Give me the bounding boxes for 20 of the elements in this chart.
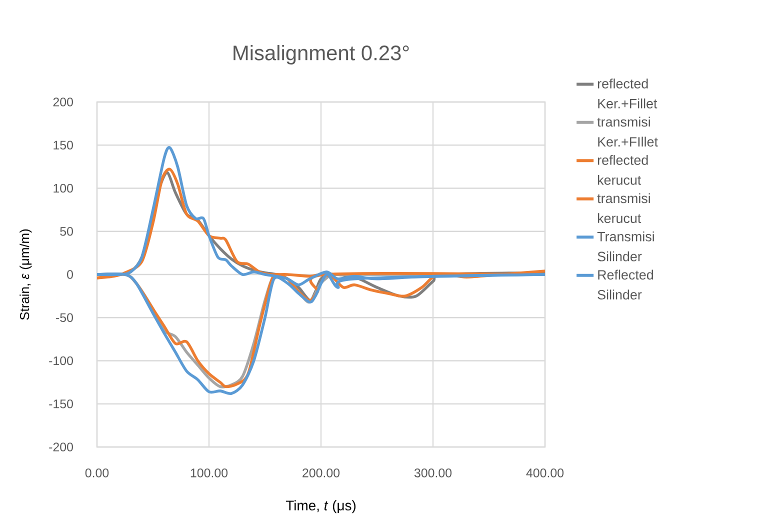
legend-label: transmisi kerucut [597, 193, 650, 224]
x-tick-label: 300.00 [414, 468, 452, 478]
y-tick-label: -200 [49, 442, 73, 452]
y-tick-label: -100 [49, 356, 73, 366]
y-tick-label: 150 [54, 140, 73, 150]
chart-title: Misalignment 0.23° [234, 45, 409, 65]
y-tick-label: -150 [49, 399, 73, 408]
x-tick-label: 200.00 [302, 468, 340, 478]
y-tick-label: 50 [60, 226, 73, 236]
y-tick-label: -50 [56, 313, 73, 322]
x-axis-title: Time, t (μs) [286, 500, 356, 514]
y-tick-label: 0 [67, 270, 73, 279]
y-tick-label: 200 [53, 98, 73, 106]
x-tick-label: 0.00 [85, 468, 109, 478]
x-tick-label: 100.00 [190, 468, 228, 478]
x-tick-label: 400.00 [526, 468, 564, 478]
y-tick-label: 100 [54, 184, 73, 193]
y-axis-title: Strain, ε (μm/m) [20, 229, 32, 320]
legend-label: Reflected Silinder [598, 270, 654, 300]
legend-label: Transmisi Silinder [597, 231, 654, 262]
